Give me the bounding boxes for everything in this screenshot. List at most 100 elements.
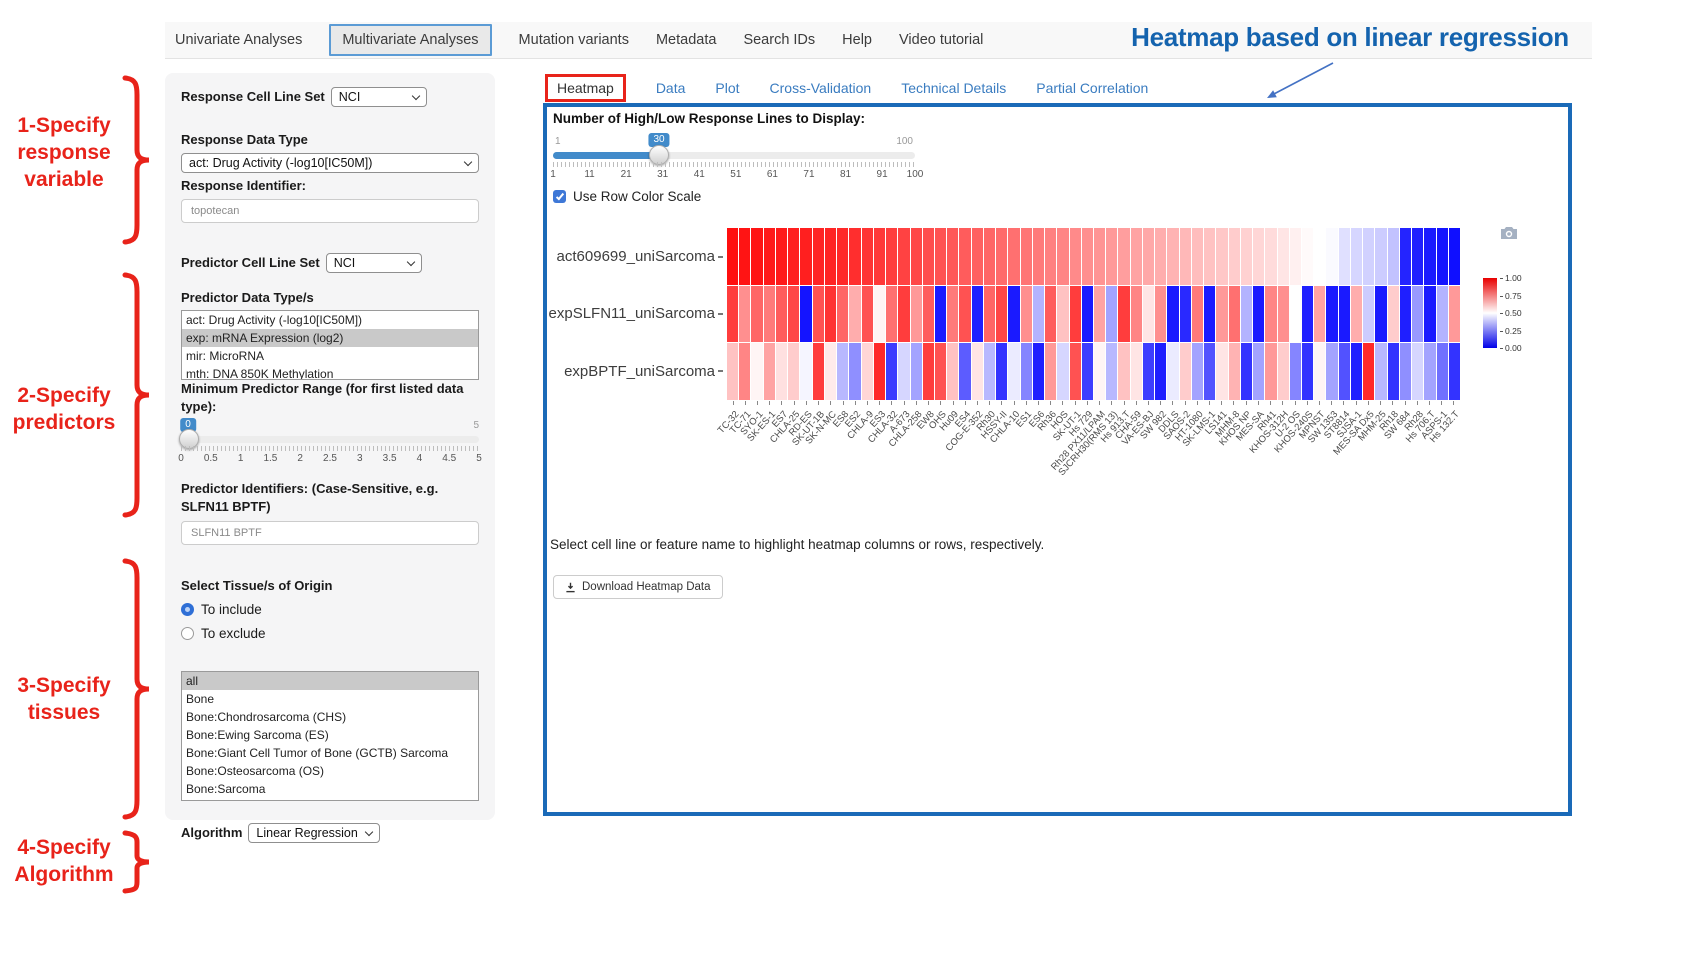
row-color-scale-row: Use Row Color Scale <box>553 189 701 204</box>
tab-cross-validation[interactable]: Cross-Validation <box>770 80 872 96</box>
nav-item-mutation-variants[interactable]: Mutation variants <box>519 32 629 48</box>
heatmap-cell <box>1290 228 1301 285</box>
heatmap-cell <box>898 343 909 400</box>
heatmap-cell <box>813 228 824 285</box>
tissue-include-radio[interactable] <box>181 603 194 616</box>
predictor-cell-line-set-select[interactable]: NCI <box>326 253 422 273</box>
col-tick-mark <box>891 401 892 405</box>
list-option-bone-ewing-sarcoma-es[interactable]: Bone:Ewing Sarcoma (ES) <box>182 726 478 744</box>
analysis-form-panel: Response Cell Line Set NCI Response Data… <box>165 73 495 820</box>
row-tick-mark <box>718 256 723 258</box>
heatmap-cell <box>825 343 836 400</box>
heatmap-cell <box>1229 228 1240 285</box>
list-option-bone-giant-cell-tumor-of-bone-gctb-sarcoma[interactable]: Bone:Giant Cell Tumor of Bone (GCTB) Sar… <box>182 744 478 762</box>
list-option-act-drug-activity-log10-ic50m[interactable]: act: Drug Activity (-log10[IC50M]) <box>182 311 478 329</box>
nav-item-univariate-analyses[interactable]: Univariate Analyses <box>175 32 302 48</box>
heatmap-cell <box>874 286 885 343</box>
col-tick-mark <box>965 401 966 405</box>
heatmap-cell <box>1302 228 1313 285</box>
tab-partial-correlation[interactable]: Partial Correlation <box>1036 80 1148 96</box>
row-tick-mark <box>718 313 723 315</box>
range-slider-tickstrip <box>181 446 479 451</box>
predictor-identifiers-input[interactable] <box>181 521 479 545</box>
heatmap-cell <box>1363 228 1374 285</box>
heatmap-cell <box>1021 228 1032 285</box>
colorbar-labels: 1.000.750.500.250.00 <box>1500 278 1540 348</box>
chevron-down-icon <box>365 827 373 835</box>
colorbar-tick-1.00: 1.00 <box>1500 273 1522 283</box>
algorithm-select[interactable]: Linear Regression <box>248 823 379 843</box>
heatmap-cell <box>1375 286 1386 343</box>
list-option-peripheral-nervous-system[interactable]: Peripheral_Nervous_System <box>182 798 478 801</box>
col-tick-mark <box>879 401 880 405</box>
response-identifier-input[interactable] <box>181 199 479 223</box>
heatmap-cell <box>1400 228 1411 285</box>
tab-data[interactable]: Data <box>656 80 686 96</box>
heatmap-cell <box>984 286 995 343</box>
nav-item-search-ids[interactable]: Search IDs <box>743 32 815 48</box>
heatmap-cell <box>1021 343 1032 400</box>
colorbar-tick-0.50: 0.50 <box>1500 308 1522 318</box>
heatmap-cell <box>1302 343 1313 400</box>
list-option-bone-sarcoma[interactable]: Bone:Sarcoma <box>182 780 478 798</box>
heatmap-cell <box>1008 228 1019 285</box>
heatmap-cell <box>1424 286 1435 343</box>
heatmap-cell <box>800 228 811 285</box>
tab-plot[interactable]: Plot <box>715 80 739 96</box>
list-option-exp-mrna-expression-log2[interactable]: exp: mRNA Expression (log2) <box>182 329 478 347</box>
col-tick-mark <box>1319 401 1320 405</box>
heatmap-cell <box>788 228 799 285</box>
col-tick-mark <box>867 401 868 405</box>
predictor-identifiers-label: Predictor Identifiers: (Case-Sensitive, … <box>181 480 479 516</box>
heatmap-cell <box>1082 286 1093 343</box>
heatmap-grid[interactable] <box>727 228 1460 400</box>
camera-icon[interactable] <box>1499 225 1519 241</box>
range-slider-tick-5: 5 <box>476 453 482 464</box>
heatmap-cell <box>898 286 909 343</box>
heatmap-cell <box>764 228 775 285</box>
tab-heatmap[interactable]: Heatmap <box>545 74 626 102</box>
download-heatmap-button[interactable]: Download Heatmap Data <box>553 575 723 599</box>
tab-technical-details[interactable]: Technical Details <box>901 80 1006 96</box>
response-cell-line-set-label: Response Cell Line Set <box>181 88 325 106</box>
list-option-all[interactable]: all <box>182 672 478 690</box>
heatmap-cell <box>874 228 885 285</box>
col-tick-mark <box>1331 401 1332 405</box>
heatmap-cell <box>972 228 983 285</box>
row-color-scale-checkbox[interactable] <box>553 190 566 203</box>
annotation-arrow-icon <box>1245 58 1345 104</box>
heatmap-cell <box>813 343 824 400</box>
heatmap-row-label-expbptf-unisarcoma[interactable]: expBPTF_uniSarcoma <box>564 363 715 380</box>
response-identifier-label: Response Identifier: <box>181 177 479 195</box>
heatmap-cell <box>935 343 946 400</box>
tissue-exclude-radio[interactable] <box>181 627 194 640</box>
response-data-type-select[interactable]: act: Drug Activity (-log10[IC50M]) <box>181 153 479 173</box>
nav-item-multivariate-analyses[interactable]: Multivariate Analyses <box>329 24 491 56</box>
predictor-datatype-list[interactable]: act: Drug Activity (-log10[IC50M])exp: m… <box>181 310 479 380</box>
nav-item-video-tutorial[interactable]: Video tutorial <box>899 32 983 48</box>
list-option-mir-microrna[interactable]: mir: MicroRNA <box>182 347 478 365</box>
heatmap-cell <box>1155 343 1166 400</box>
response-cell-line-set-select[interactable]: NCI <box>331 87 427 107</box>
heatmap-cell <box>1008 343 1019 400</box>
heatmap-row-label-act609699-unisarcoma[interactable]: act609699_uniSarcoma <box>557 248 715 265</box>
heatmap-cell <box>1106 228 1117 285</box>
list-option-bone-osteosarcoma-os[interactable]: Bone:Osteosarcoma (OS) <box>182 762 478 780</box>
list-option-mth-dna-850k-methylation[interactable]: mth: DNA 850K Methylation <box>182 365 478 380</box>
range-slider-track[interactable] <box>181 436 479 443</box>
lines-slider-tick-31: 31 <box>657 169 668 180</box>
heatmap-cell <box>1192 228 1203 285</box>
annotation-step-2: 2-Specify predictors <box>6 382 122 436</box>
nav-item-help[interactable]: Help <box>842 32 872 48</box>
nav-item-metadata[interactable]: Metadata <box>656 32 716 48</box>
heatmap-cell <box>1388 343 1399 400</box>
list-option-bone[interactable]: Bone <box>182 690 478 708</box>
response-data-type-label: Response Data Type <box>181 131 479 149</box>
list-option-bone-chondrosarcoma-chs[interactable]: Bone:Chondrosarcoma (CHS) <box>182 708 478 726</box>
heatmap-cell <box>1204 228 1215 285</box>
heatmap-cell <box>751 286 762 343</box>
heatmap-row-label-expslfn11-unisarcoma[interactable]: expSLFN11_uniSarcoma <box>549 305 715 322</box>
lines-slider-tick-91: 91 <box>877 169 888 180</box>
heatmap-cell <box>1241 286 1252 343</box>
tissue-list[interactable]: allBoneBone:Chondrosarcoma (CHS)Bone:Ewi… <box>181 671 479 801</box>
